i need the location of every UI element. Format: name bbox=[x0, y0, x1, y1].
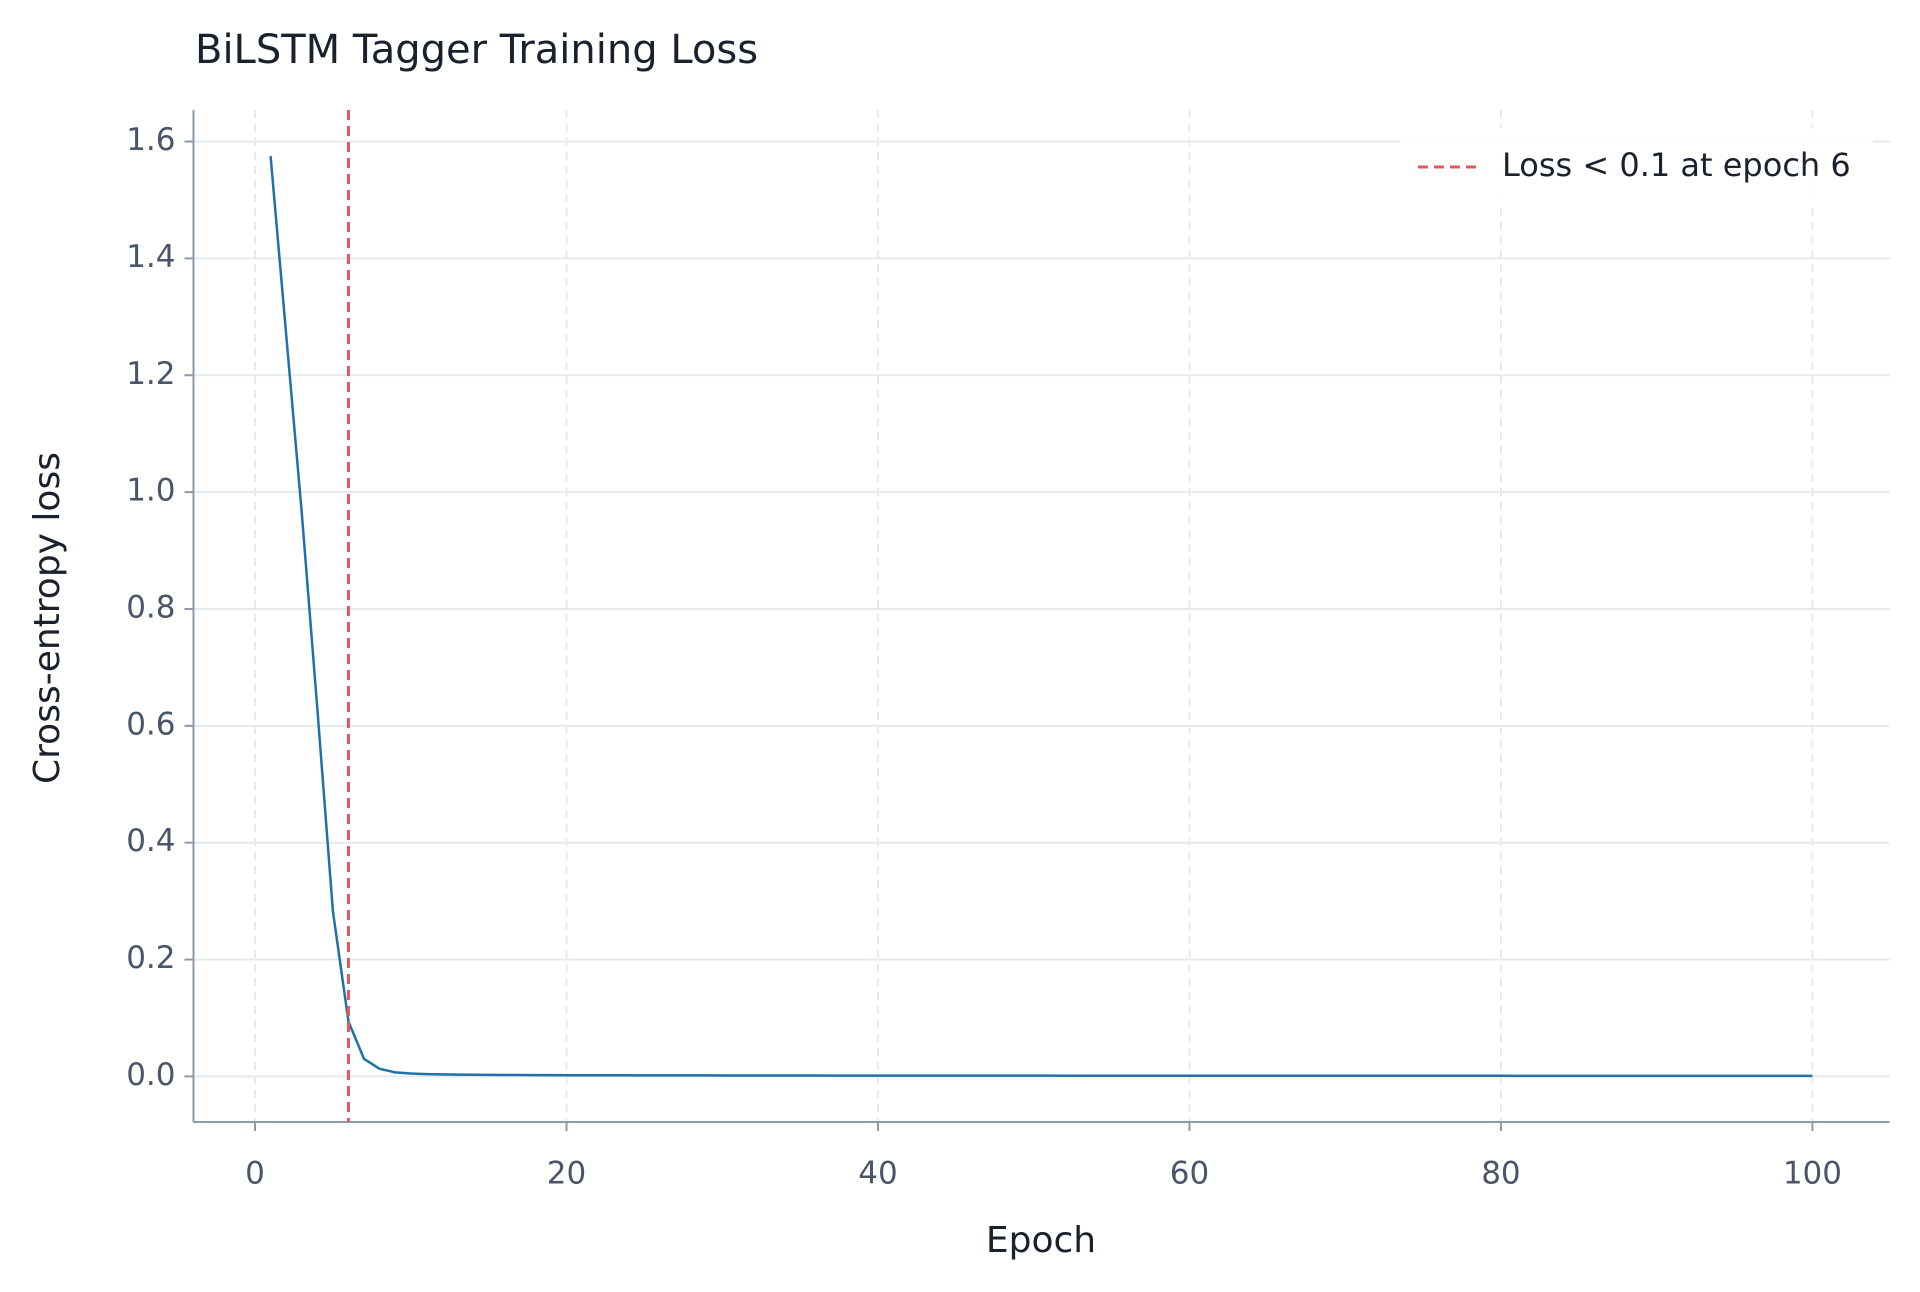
chart-title: BiLSTM Tagger Training Loss bbox=[195, 27, 758, 73]
loss-line bbox=[269, 156, 1813, 1078]
y-tick-label: 0.2 bbox=[126, 940, 175, 976]
x-tick-label: 100 bbox=[1783, 1156, 1842, 1192]
y-tick-label: 1.2 bbox=[126, 356, 175, 392]
y-tick-label: 0.8 bbox=[126, 589, 175, 625]
y-tick-label: 1.0 bbox=[126, 473, 175, 509]
legend-box bbox=[1400, 128, 1873, 206]
x-axis-label: Epoch bbox=[986, 1220, 1096, 1261]
y-tick-label: 0.6 bbox=[126, 706, 175, 742]
y-axis-label: Cross-entropy loss bbox=[27, 452, 68, 784]
y-tick-label: 1.6 bbox=[126, 122, 175, 158]
y-tick-label: 1.4 bbox=[126, 239, 175, 275]
y-tick-label: 0.0 bbox=[126, 1057, 175, 1093]
x-tick-label: 60 bbox=[1170, 1156, 1209, 1192]
x-tick-label: 40 bbox=[858, 1156, 897, 1192]
x-tick-label: 20 bbox=[547, 1156, 586, 1192]
y-tick-label: 0.4 bbox=[126, 823, 175, 859]
x-tick-label: 80 bbox=[1481, 1156, 1520, 1192]
x-tick-label: 0 bbox=[245, 1156, 265, 1192]
legend-label: Loss < 0.1 at epoch 6 bbox=[1502, 146, 1851, 184]
